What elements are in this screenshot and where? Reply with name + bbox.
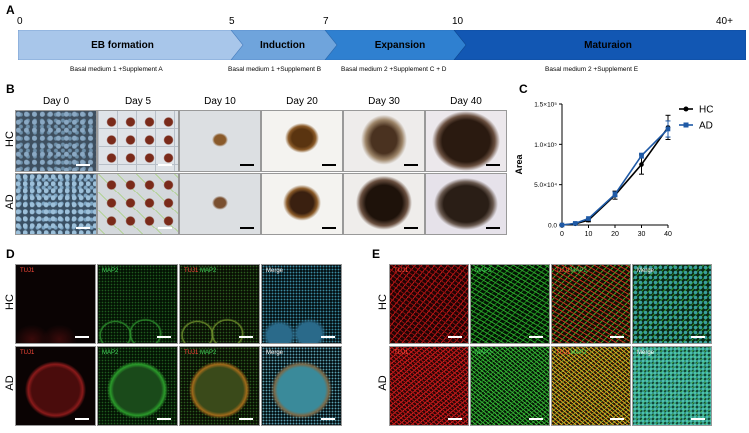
d-ad-map2: MAP2 xyxy=(97,346,178,426)
timeline-arrows xyxy=(18,30,746,60)
brightfield-hc-day10 xyxy=(179,110,261,172)
phase-maturation: Maturaion xyxy=(584,39,632,51)
brightfield-hc-day30 xyxy=(343,110,425,172)
data-point-ad xyxy=(586,216,591,221)
timeline-tick-0: 0 xyxy=(17,16,23,27)
d-ad-tuj1: TUJ1 xyxy=(15,346,96,426)
brightfield-ad-day30 xyxy=(343,173,425,235)
e-hc-tuj1-map2: TUJ1MAP2 xyxy=(551,264,631,344)
x-tick-label: 0 xyxy=(560,231,564,238)
brightfield-ad-day5 xyxy=(97,173,179,235)
brightfield-hc-day5 xyxy=(97,110,179,172)
data-point-hc xyxy=(639,162,644,167)
e-ad-tuj1: TUJ1 xyxy=(389,346,469,426)
day-label-20: Day 20 xyxy=(286,96,318,107)
brightfield-ad-day40 xyxy=(425,173,507,235)
x-tick-label: 20 xyxy=(611,231,619,238)
legend-marker-ad xyxy=(683,122,689,128)
panel-label-b: B xyxy=(6,82,15,96)
medium-induction: Basal medium 1 +Supplement B xyxy=(228,66,322,73)
d-hc-merge: Merge xyxy=(261,264,342,344)
data-point-ad xyxy=(665,126,671,132)
x-tick-label: 30 xyxy=(638,231,646,238)
medium-expansion: Basal medium 2 +Supplement C + D xyxy=(341,66,447,73)
series-line-hc xyxy=(561,126,669,226)
e-ad-merge: Merge xyxy=(632,346,712,426)
legend-label-hc: HC xyxy=(699,105,713,116)
medium-eb: Basal medium 1 +Supplement A xyxy=(70,66,163,73)
y-axis-label: Area xyxy=(514,154,524,175)
d-hc-tuj1: TUJ1 xyxy=(15,264,96,344)
brightfield-hc-day40 xyxy=(425,110,507,172)
day-label-40: Day 40 xyxy=(450,96,482,107)
x-tick-label: 40 xyxy=(664,231,672,238)
data-point-ad xyxy=(612,192,618,197)
panel-label-c: C xyxy=(519,82,528,96)
day-label-0: Day 0 xyxy=(42,96,70,107)
d-hc-tuj1-map2: TUJ1 MAP2 xyxy=(179,264,260,344)
panel-label-d: D xyxy=(6,247,15,261)
timeline-tick-40: 40+ xyxy=(716,16,733,27)
legend-label-ad: AD xyxy=(699,121,713,132)
data-point-ad xyxy=(572,221,578,226)
brightfield-ad-day10 xyxy=(179,173,261,235)
e-hc-map2: MAP2 xyxy=(470,264,550,344)
y-tick-label: 5.0×10⁴ xyxy=(534,182,557,189)
phase-arrow-expansion xyxy=(324,30,467,60)
data-point-ad xyxy=(639,153,644,158)
medium-maturation: Basal medium 2 +Supplement E xyxy=(545,66,639,73)
series-line-ad xyxy=(561,128,669,226)
brightfield-ad-day20 xyxy=(261,173,343,235)
timeline-tick-5: 5 xyxy=(229,16,235,27)
d-ad-tuj1-map2: TUJ1 MAP2 xyxy=(179,346,260,426)
panel-label-e: E xyxy=(372,247,381,261)
brightfield-hc-day20 xyxy=(261,110,343,172)
day-label-5: Day 5 xyxy=(124,96,152,107)
y-tick-label: 1.0×10⁵ xyxy=(534,142,557,149)
brightfield-hc-day0 xyxy=(15,110,97,172)
legend-marker-hc xyxy=(683,106,689,112)
phase-expansion: Expansion xyxy=(374,39,426,51)
e-ad-tuj1-map2: TUJ1MAP2 xyxy=(551,346,631,426)
panel-label-a: A xyxy=(6,3,15,17)
d-ad-merge: Merge xyxy=(261,346,342,426)
phase-arrow-maturation xyxy=(453,30,746,60)
day-label-10: Day 10 xyxy=(204,96,236,107)
e-hc-tuj1: TUJ1 xyxy=(389,264,469,344)
phase-eb-formation: EB formation xyxy=(91,39,154,51)
x-tick-label: 10 xyxy=(585,231,593,238)
brightfield-ad-day0 xyxy=(15,173,97,235)
e-ad-map2: MAP2 xyxy=(470,346,550,426)
e-row-label-ad: AD xyxy=(377,375,389,391)
timeline-tick-10: 10 xyxy=(452,16,464,27)
day-label-30: Day 30 xyxy=(368,96,400,107)
phase-arrow-induction xyxy=(230,30,338,60)
e-hc-merge: Merge xyxy=(632,264,712,344)
y-tick-label: 1.5×10⁵ xyxy=(534,102,557,109)
phase-induction: Induction xyxy=(260,39,305,51)
e-row-label-hc: HC xyxy=(377,294,389,310)
area-chart: 0.0 5.0×10⁴ 1.0×10⁵ 1.5×10⁵ 0 10 20 30 40 Area HC A… xyxy=(514,102,713,239)
data-point-ad xyxy=(559,222,565,228)
timeline-tick-7: 7 xyxy=(323,16,329,27)
d-hc-map2: MAP2 xyxy=(97,264,178,344)
y-tick-label: 0.0 xyxy=(548,223,557,230)
